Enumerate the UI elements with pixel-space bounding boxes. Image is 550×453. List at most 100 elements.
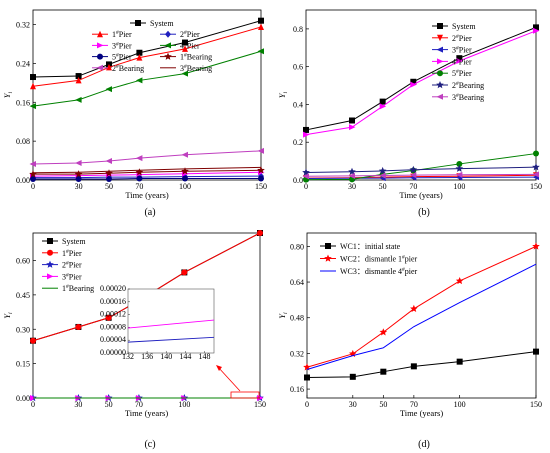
data-point <box>348 172 355 179</box>
legend-marker <box>97 42 104 49</box>
inset-x-tick-label: 144 <box>179 352 191 361</box>
y-axis-label: Yi <box>277 312 289 319</box>
data-point <box>30 82 36 90</box>
legend-entry: 3#Bearing <box>452 93 484 102</box>
data-point <box>182 175 188 182</box>
inset-series-line-1 <box>127 336 215 343</box>
data-point <box>533 150 539 157</box>
legend-marker <box>164 52 172 60</box>
legend-marker <box>47 249 53 256</box>
data-point <box>378 166 387 175</box>
x-tick-label: 30 <box>349 400 357 409</box>
data-point <box>258 23 264 30</box>
data-point <box>29 103 36 110</box>
inset-x-tick-label: 136 <box>141 352 153 361</box>
y-tick-label: 0.00 <box>16 176 30 185</box>
inset-y-tick-label: 0.00016 <box>100 297 126 306</box>
data-point <box>349 373 356 380</box>
legend-entry: 4#Pier <box>452 57 472 66</box>
data-point <box>456 55 463 62</box>
data-point <box>532 171 539 178</box>
panel-label: (c) <box>144 439 155 450</box>
data-point <box>379 98 386 105</box>
data-point <box>258 175 264 182</box>
panel-label: (d) <box>418 439 430 450</box>
y-tick-label: 0.8 <box>293 25 303 34</box>
x-tick-label: 0 <box>31 182 35 191</box>
y-tick-label: 0.0 <box>293 176 303 185</box>
x-tick-label: 50 <box>379 182 387 191</box>
y-tick-label: 0.2 <box>293 138 303 147</box>
legend-marker <box>165 30 171 38</box>
legend-entry: 1#Bearing <box>62 284 94 293</box>
legend-entry: 2#Bearing <box>452 81 484 90</box>
legend-marker <box>164 42 171 49</box>
series-line-3 <box>305 30 537 136</box>
legend-entry: System <box>452 22 476 31</box>
series-line-1 <box>306 245 537 368</box>
inset-x-tick-label: 140 <box>160 352 172 361</box>
x-tick-label: 50 <box>105 182 113 191</box>
data-point <box>29 160 36 167</box>
series-line-7 <box>32 150 262 165</box>
data-point <box>349 124 356 131</box>
legend-marker <box>325 243 331 249</box>
data-point <box>135 155 143 162</box>
x-tick-label: 150 <box>254 400 266 409</box>
legend-marker <box>436 93 443 100</box>
data-point <box>30 74 36 81</box>
legend-entry: 3#Pier <box>112 41 132 50</box>
inset-y-tick-label: 0.00020 <box>100 284 126 293</box>
data-point <box>455 171 463 178</box>
data-point <box>409 172 417 179</box>
y-tick-label: 0.32 <box>16 21 30 30</box>
x-tick-label: 150 <box>255 182 267 191</box>
y-tick-label: 0.08 <box>16 137 30 146</box>
data-point <box>106 176 112 183</box>
legend-entry: 2#Pier <box>62 261 82 270</box>
x-tick-label: 70 <box>135 400 143 409</box>
legend-entry: 4#Pier <box>180 41 200 50</box>
legend-marker <box>437 23 443 29</box>
x-tick-label: 0 <box>31 400 35 409</box>
x-tick-label: 0 <box>305 400 309 409</box>
legend-marker <box>97 53 103 60</box>
inset-x-tick-label: 132 <box>122 352 134 361</box>
data-point <box>30 176 36 183</box>
legend-entry: System <box>150 19 174 28</box>
legend-marker <box>46 260 54 268</box>
x-tick-label: 100 <box>178 400 190 409</box>
data-point <box>182 45 188 52</box>
series-line-4 <box>305 153 537 181</box>
inset-x-tick-label: 148 <box>198 352 210 361</box>
y-tick-label: 0.16 <box>16 98 30 107</box>
x-tick-label: 30 <box>348 182 356 191</box>
inset-y-tick-label: 0.00000 <box>100 348 126 357</box>
data-point <box>348 167 356 175</box>
data-point <box>30 337 36 344</box>
series-line-8 <box>32 166 262 174</box>
data-point <box>181 70 188 77</box>
data-point <box>29 170 37 178</box>
data-point <box>106 63 112 71</box>
data-point <box>181 167 189 175</box>
legend-marker <box>96 64 103 71</box>
zoom-arrow-head <box>216 365 222 371</box>
y-axis-label: Yi <box>277 91 289 98</box>
legend-entry: 1#Pier <box>62 249 82 258</box>
legend-marker <box>324 254 332 262</box>
data-point <box>456 358 463 365</box>
legend-entry: WC2：dismantle 1#pier <box>340 255 418 264</box>
legend-marker <box>97 30 103 38</box>
zoom-arrow-line <box>217 366 241 392</box>
series-line-1 <box>305 174 537 179</box>
y-tick-label: 0.16 <box>290 385 304 394</box>
legend-marker <box>436 46 443 53</box>
y-tick-label: 0.80 <box>290 242 304 251</box>
legend-marker <box>47 273 54 280</box>
series-line-5 <box>305 166 537 173</box>
data-point <box>74 170 83 178</box>
y-tick-label: 0.6 <box>293 63 303 72</box>
data-point <box>533 27 540 34</box>
